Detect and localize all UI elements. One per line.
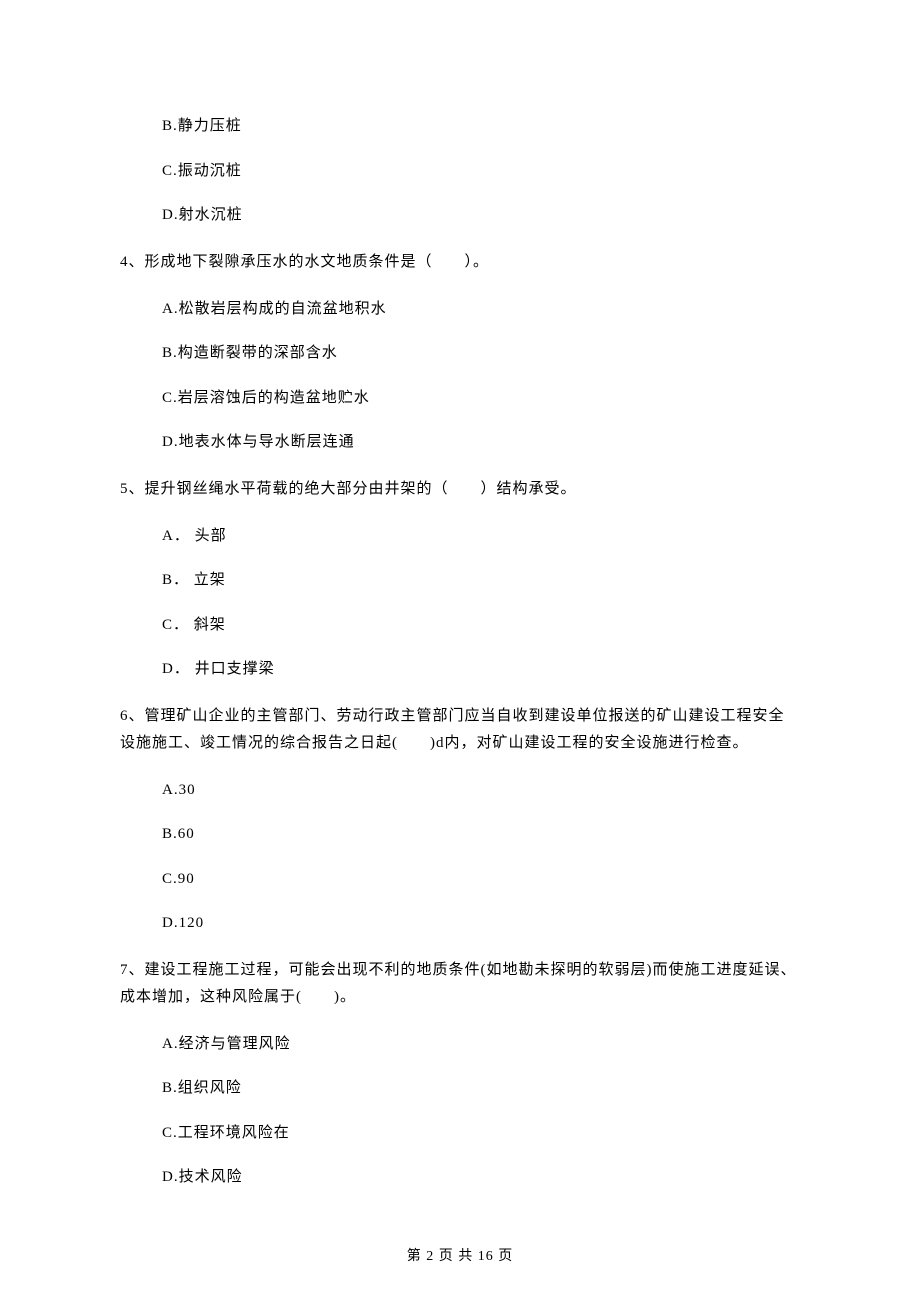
option-item: B.静力压桩 (120, 115, 800, 138)
option-item: C.90 (120, 868, 800, 891)
option-item: D.技术风险 (120, 1166, 800, 1189)
option-item: C.岩层溶蚀后的构造盆地贮水 (120, 387, 800, 410)
option-item: A.松散岩层构成的自流盆地积水 (120, 298, 800, 321)
question-text: 5、提升钢丝绳水平荷载的绝大部分由井架的（ ）结构承受。 (120, 476, 800, 503)
page-footer: 第 2 页 共 16 页 (0, 1245, 920, 1265)
option-item: A． 头部 (120, 525, 800, 548)
question-text: 6、管理矿山企业的主管部门、劳动行政主管部门应当自收到建设单位报送的矿山建设工程… (120, 703, 800, 757)
option-item: D.射水沉桩 (120, 204, 800, 227)
question-text: 4、形成地下裂隙承压水的水文地质条件是（ ）。 (120, 249, 800, 276)
option-item: D． 井口支撑梁 (120, 658, 800, 681)
option-item: C.工程环境风险在 (120, 1122, 800, 1145)
option-item: A.经济与管理风险 (120, 1033, 800, 1056)
page-content: B.静力压桩 C.振动沉桩 D.射水沉桩 4、形成地下裂隙承压水的水文地质条件是… (0, 0, 920, 1189)
option-item: D.地表水体与导水断层连通 (120, 431, 800, 454)
option-item: D.120 (120, 912, 800, 935)
option-item: A.30 (120, 779, 800, 802)
option-item: C． 斜架 (120, 614, 800, 637)
option-item: B.60 (120, 823, 800, 846)
option-item: C.振动沉桩 (120, 160, 800, 183)
option-item: B.组织风险 (120, 1077, 800, 1100)
option-item: B.构造断裂带的深部含水 (120, 342, 800, 365)
option-item: B． 立架 (120, 569, 800, 592)
question-text: 7、建设工程施工过程，可能会出现不利的地质条件(如地勘未探明的软弱层)而使施工进… (120, 957, 800, 1011)
